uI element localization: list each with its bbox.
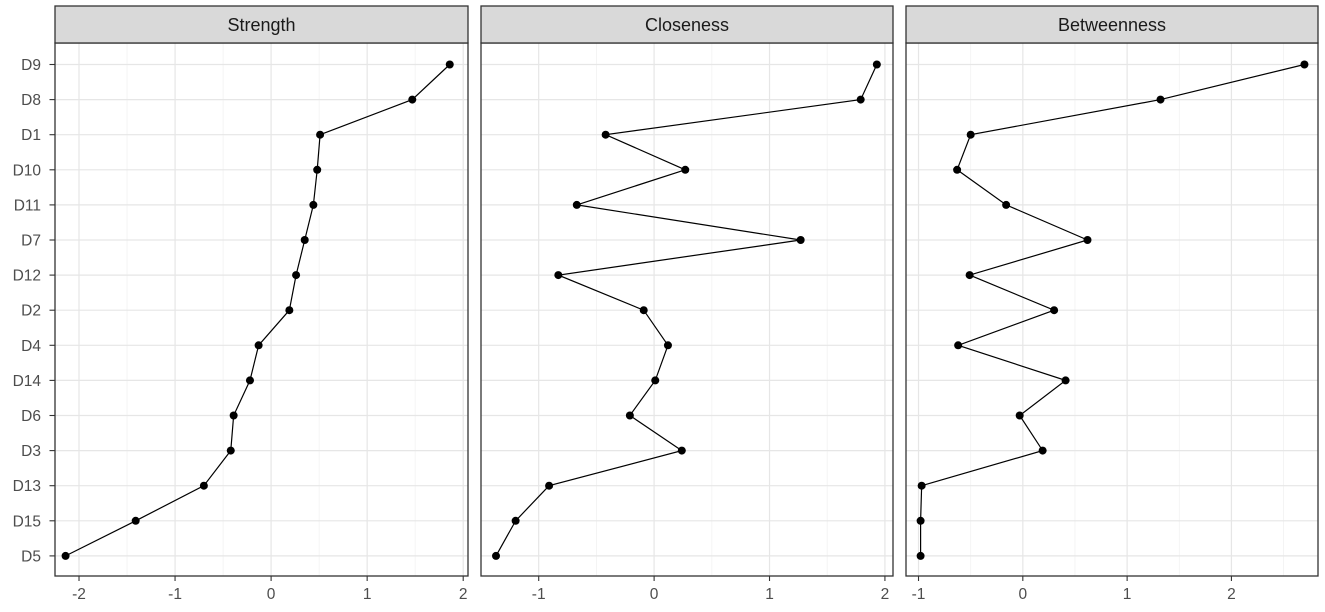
point-closeness-d14 [651, 376, 660, 385]
point-betweenness-d5 [916, 551, 925, 560]
x-tick-label: 1 [1123, 586, 1132, 603]
point-closeness-d12 [554, 271, 563, 280]
y-tick-label-d15: D15 [13, 513, 41, 530]
point-strength-d6 [229, 411, 238, 420]
point-closeness-d2 [639, 306, 648, 315]
panel-betweenness: Betweenness -1 0 1 2 [905, 5, 1319, 603]
y-tick-label-d2: D2 [21, 303, 41, 320]
x-tick-label: 2 [459, 586, 468, 603]
point-strength-d5 [61, 551, 70, 560]
y-tick-label-d12: D12 [13, 268, 41, 285]
strip-title-strength: Strength [227, 15, 295, 35]
point-betweenness-d12 [965, 271, 974, 280]
y-tick-label-d6: D6 [21, 408, 41, 425]
x-tick-label: -1 [532, 586, 546, 603]
point-betweenness-d10 [953, 165, 962, 174]
y-tick-label-d14: D14 [13, 373, 42, 390]
point-strength-d12 [292, 271, 301, 280]
point-strength-d9 [445, 60, 454, 69]
point-betweenness-d6 [1015, 411, 1024, 420]
y-tick-label-d4: D4 [21, 338, 41, 355]
point-betweenness-d9 [1300, 60, 1309, 69]
strip-strength [54, 5, 469, 44]
x-tick-label: 1 [363, 586, 372, 603]
point-strength-d15 [131, 516, 140, 525]
point-closeness-d7 [796, 236, 805, 244]
y-tick-label-d5: D5 [21, 548, 41, 565]
x-tick-label: 1 [765, 586, 774, 603]
panel-closeness: Closeness -1 0 1 2 [480, 5, 894, 603]
point-betweenness-d11 [1002, 200, 1011, 209]
point-strength-d11 [309, 200, 318, 209]
point-closeness-d15 [511, 516, 520, 525]
point-closeness-d13 [545, 481, 554, 490]
strip-title-closeness: Closeness [645, 15, 729, 35]
point-strength-d7 [300, 236, 309, 244]
point-closeness-d11 [572, 200, 581, 209]
y-tick-label-d8: D8 [21, 92, 41, 109]
x-tick-label: 0 [650, 586, 659, 603]
point-strength-d1 [316, 130, 325, 139]
point-closeness-d6 [625, 411, 634, 420]
panel-background [55, 43, 468, 576]
point-betweenness-d3 [1038, 446, 1047, 455]
x-tick-label: -2 [72, 586, 86, 603]
x-tick-label: 0 [267, 586, 276, 603]
panel-background [906, 43, 1318, 576]
point-strength-d8 [408, 95, 417, 104]
point-betweenness-d14 [1061, 376, 1070, 385]
y-tick-label-d11: D11 [14, 197, 41, 214]
strip-closeness [480, 5, 894, 44]
panel-strength: Strength -2 -1 0 1 2 [54, 5, 469, 603]
point-betweenness-d4 [954, 341, 963, 350]
point-betweenness-d2 [1050, 306, 1059, 315]
point-closeness-d3 [677, 446, 686, 455]
point-betweenness-d7 [1083, 236, 1092, 244]
point-strength-d10 [313, 165, 322, 174]
y-tick-label-d10: D10 [13, 162, 42, 179]
x-tick-label: 0 [1019, 586, 1028, 603]
point-strength-d4 [254, 341, 263, 350]
point-strength-d14 [245, 376, 254, 385]
point-strength-d2 [285, 306, 294, 315]
y-axis-labels: D9 D8 D1 D10 D11 D7 D12 D2 D4 D14 D6 D3 D13 D15 D5 [13, 57, 55, 565]
point-strength-d3 [226, 446, 235, 455]
y-tick-label-d13: D13 [13, 478, 41, 495]
y-tick-label-d3: D3 [21, 443, 41, 460]
x-tick-label: -1 [912, 586, 926, 603]
x-tick-label: 2 [881, 586, 890, 603]
point-betweenness-d15 [916, 516, 925, 525]
y-tick-label-d1: D1 [21, 127, 41, 144]
x-tick-label: 2 [1227, 586, 1236, 603]
y-tick-label-d7: D7 [21, 233, 41, 250]
point-betweenness-d1 [966, 130, 975, 139]
x-tick-label: -1 [168, 586, 182, 603]
point-closeness-d5 [492, 551, 501, 560]
strip-title-betweenness: Betweenness [1058, 15, 1166, 35]
point-strength-d13 [199, 481, 208, 490]
point-closeness-d10 [681, 165, 690, 174]
point-closeness-d9 [872, 60, 881, 69]
strip-betweenness [905, 5, 1319, 44]
point-closeness-d8 [856, 95, 865, 104]
point-betweenness-d8 [1156, 95, 1165, 104]
point-betweenness-d13 [917, 481, 926, 490]
point-closeness-d1 [601, 130, 610, 139]
y-tick-label-d9: D9 [21, 57, 41, 74]
point-closeness-d4 [663, 341, 672, 350]
